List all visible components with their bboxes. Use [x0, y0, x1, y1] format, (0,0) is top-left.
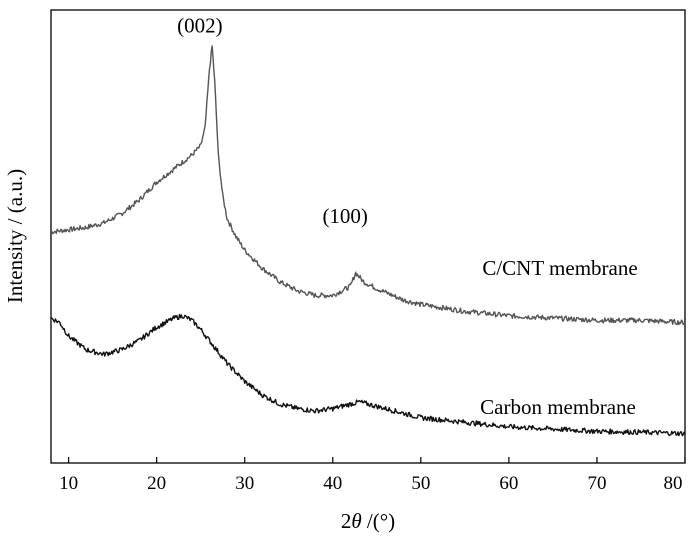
x-tick-label: 50 — [411, 473, 430, 494]
annotations: (002) (100) C/CNT membrane Carbon membrane — [177, 14, 638, 419]
x-tick-label: 10 — [59, 473, 78, 494]
plot-frame — [50, 9, 686, 464]
x-tick-label: 70 — [587, 473, 606, 494]
c-cnt-membrane-line — [50, 45, 686, 326]
x-tick-label: 20 — [147, 473, 166, 494]
x-tick-label: 30 — [235, 473, 254, 494]
peak-label-100: (100) — [322, 204, 368, 228]
x-tick-label: 80 — [664, 473, 683, 494]
x-tick-label: 60 — [499, 473, 518, 494]
series-label-carbon: Carbon membrane — [480, 395, 636, 419]
y-axis-label: Intensity / (a.u.) — [3, 169, 27, 303]
carbon-membrane-line — [50, 313, 686, 437]
x-ticks: 10 20 30 40 50 60 70 80 — [59, 457, 686, 494]
series-group — [50, 45, 686, 437]
series-label-c-cnt: C/CNT membrane — [482, 256, 637, 280]
x-tick-label: 40 — [323, 473, 342, 494]
peak-label-002: (002) — [177, 14, 223, 38]
x-axis-label: 2θ /(°) — [341, 509, 395, 533]
